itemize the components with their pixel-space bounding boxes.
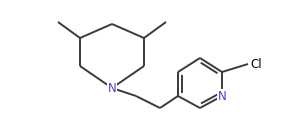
Text: N: N bbox=[218, 89, 226, 102]
Text: N: N bbox=[108, 82, 116, 94]
Text: Cl: Cl bbox=[250, 57, 262, 71]
